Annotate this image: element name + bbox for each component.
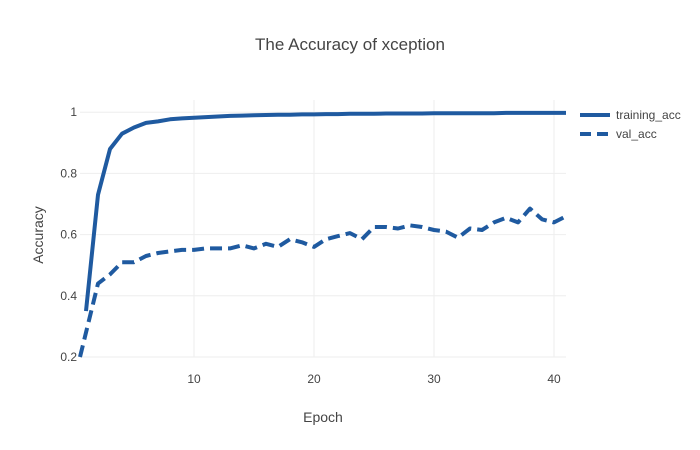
x-tick-labels: 10 20 30 40 — [187, 372, 561, 386]
legend-label-val_acc: val_acc — [616, 127, 657, 141]
y-axis-title: Accuracy — [30, 206, 46, 264]
y-tick-label: 0.6 — [60, 228, 77, 242]
y-tick-label: 0.4 — [60, 289, 77, 303]
series-line-val_acc — [78, 206, 567, 358]
x-tick-label: 30 — [427, 372, 441, 386]
y-tick-label: 1 — [70, 105, 77, 119]
x-tick-label: 40 — [547, 372, 561, 386]
legend-label-training_acc: training_acc — [616, 108, 681, 122]
legend: training_acc val_acc — [580, 108, 681, 141]
y-tick-labels: 0.2 0.4 0.6 0.8 1 — [60, 105, 77, 364]
chart-title: The Accuracy of xception — [255, 35, 445, 54]
y-tick-label: 0.8 — [60, 166, 77, 180]
y-tick-label: 0.2 — [60, 350, 77, 364]
series-line-training_acc — [84, 110, 566, 312]
x-tick-label: 10 — [187, 372, 201, 386]
x-tick-label: 20 — [307, 372, 321, 386]
x-axis-title: Epoch — [303, 409, 343, 425]
grid — [80, 100, 566, 358]
series-lines — [78, 110, 567, 358]
